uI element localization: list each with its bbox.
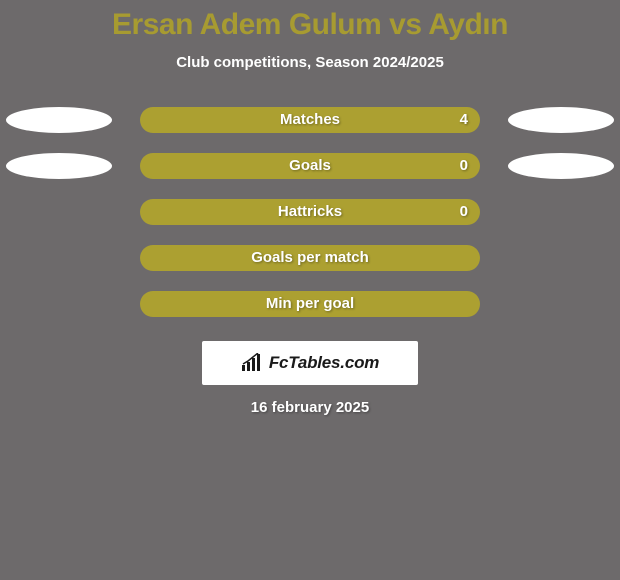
stat-bar: Min per goal — [140, 291, 480, 317]
stat-bar: Goals0 — [140, 153, 480, 179]
stat-row: Matches4 — [0, 101, 620, 147]
stats-card: Ersan Adem Gulum vs Aydın Club competiti… — [0, 0, 620, 580]
stat-bar: Hattricks0 — [140, 199, 480, 225]
stat-value: 0 — [460, 199, 468, 225]
stat-row: Min per goal — [0, 285, 620, 331]
stat-value: 4 — [460, 107, 468, 133]
stat-row: Goals per match — [0, 239, 620, 285]
right-ellipse — [508, 153, 614, 179]
left-ellipse — [6, 107, 112, 133]
date-line: 16 february 2025 — [0, 399, 620, 416]
stat-label: Goals per match — [140, 245, 480, 271]
stat-row: Hattricks0 — [0, 193, 620, 239]
stat-bar: Goals per match — [140, 245, 480, 271]
stat-bar: Matches4 — [140, 107, 480, 133]
page-subtitle: Club competitions, Season 2024/2025 — [0, 54, 620, 71]
stat-value: 0 — [460, 153, 468, 179]
stat-label: Min per goal — [140, 291, 480, 317]
left-ellipse — [6, 153, 112, 179]
stat-label: Matches — [140, 107, 480, 133]
logo-text: FcTables.com — [269, 353, 379, 373]
right-ellipse — [508, 107, 614, 133]
logo-badge: FcTables.com — [202, 341, 418, 385]
stats-rows: Matches4Goals0Hattricks0Goals per matchM… — [0, 101, 620, 331]
stat-label: Goals — [140, 153, 480, 179]
bar-chart-icon — [241, 353, 263, 373]
stat-row: Goals0 — [0, 147, 620, 193]
stat-label: Hattricks — [140, 199, 480, 225]
page-title: Ersan Adem Gulum vs Aydın — [0, 8, 620, 42]
